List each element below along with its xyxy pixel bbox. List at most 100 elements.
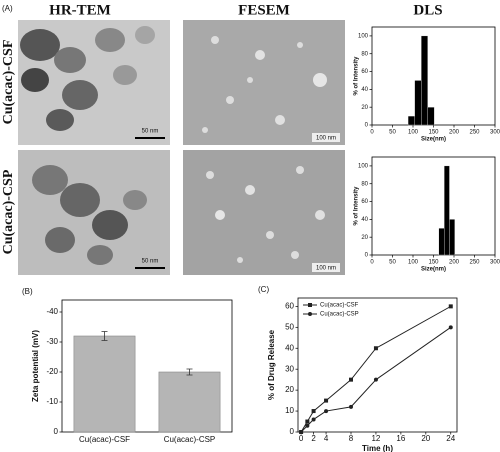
- x-tick-label: Cu(acac)-CSP: [164, 435, 216, 444]
- x-tick-label: 200: [449, 130, 460, 136]
- y-tick-label: 50: [285, 322, 294, 331]
- marker: [299, 430, 304, 434]
- histogram-bar: [444, 165, 450, 256]
- row-label: Cu(acac)-CSF: [1, 40, 16, 125]
- y-axis-label: % of Intensity: [354, 56, 360, 96]
- marker: [349, 377, 353, 382]
- x-tick-label: 100: [408, 130, 419, 136]
- y-tick-label: 100: [358, 163, 369, 169]
- y-tick-label: 20: [285, 385, 294, 394]
- y-tick-label: 10: [285, 406, 294, 415]
- legend-marker: [308, 303, 312, 307]
- x-tick-label: 4: [324, 434, 329, 443]
- marker: [448, 304, 453, 309]
- y-tick-label: 0: [54, 427, 59, 436]
- histogram-bar: [449, 219, 455, 256]
- y-tick-label: 40: [285, 343, 294, 352]
- row-label: Cu(acac)-CSP: [1, 169, 16, 254]
- y-tick-label: 20: [361, 235, 368, 241]
- x-tick-label: 50: [389, 260, 396, 266]
- x-tick-label: 250: [469, 130, 480, 136]
- histogram-bar: [427, 107, 435, 126]
- marker: [311, 409, 316, 414]
- x-axis-label: Size(nm): [421, 137, 446, 143]
- y-tick-label: 80: [361, 51, 368, 57]
- x-tick-label: 0: [370, 260, 374, 266]
- marker: [448, 325, 453, 330]
- scale-bar-label: 100 nm: [316, 266, 336, 272]
- scale-bar-label: 50 nm: [142, 259, 159, 265]
- plot-frame: [297, 297, 458, 433]
- y-axis-label: % of Drug Release: [267, 329, 276, 400]
- x-tick-label: 300: [490, 260, 500, 266]
- marker: [305, 419, 310, 424]
- x-tick-label: 0: [370, 130, 374, 136]
- y-tick-label: -20: [46, 367, 58, 376]
- x-tick-label: 150: [428, 260, 439, 266]
- y-tick-label: 40: [361, 87, 368, 93]
- panel-label: (C): [258, 285, 269, 294]
- bar: [158, 371, 221, 433]
- y-axis-label: % of Intensity: [354, 186, 360, 226]
- plot-frame: [61, 299, 233, 433]
- panel-label: (B): [22, 287, 33, 296]
- column-header: DLS: [413, 2, 442, 18]
- y-tick-label: 20: [361, 105, 368, 111]
- histogram-bar: [407, 115, 415, 126]
- histogram-bar: [421, 35, 428, 126]
- legend-marker: [308, 312, 312, 316]
- marker: [349, 404, 353, 409]
- marker: [324, 398, 329, 403]
- tem-image: [18, 150, 170, 275]
- x-tick-label: 20: [421, 434, 430, 443]
- y-tick-label: -10: [46, 397, 58, 406]
- bar: [73, 335, 136, 433]
- histogram-bar: [414, 80, 422, 126]
- scale-bar-label: 100 nm: [316, 136, 336, 142]
- y-tick-label: -30: [46, 337, 58, 346]
- x-tick-label: 8: [349, 434, 354, 443]
- x-tick-label: 150: [428, 130, 439, 136]
- y-tick-label: 40: [361, 217, 368, 223]
- y-tick-label: 80: [361, 181, 368, 187]
- tem-image: [18, 20, 170, 145]
- y-tick-label: 60: [361, 199, 368, 205]
- marker: [305, 423, 310, 428]
- x-tick-label: 2: [311, 434, 316, 443]
- y-tick-label: 60: [361, 69, 368, 75]
- x-tick-label: 100: [408, 260, 419, 266]
- y-tick-label: 0: [290, 427, 295, 436]
- y-tick-label: 0: [365, 123, 369, 129]
- marker: [324, 409, 329, 414]
- x-tick-label: 50: [389, 130, 396, 136]
- fesem-image: [183, 20, 345, 145]
- y-tick-label: 100: [358, 33, 369, 39]
- x-tick-label: 12: [371, 434, 380, 443]
- x-tick-label: 24: [446, 434, 455, 443]
- histogram-bar: [438, 228, 445, 256]
- x-tick-label: 250: [469, 260, 480, 266]
- fesem-image: [183, 150, 345, 275]
- panel-label: (A): [2, 4, 13, 13]
- marker: [373, 346, 378, 351]
- legend-label: Cu(acac)-CSF: [320, 303, 359, 309]
- error-bar: [186, 368, 193, 376]
- error-bar: [101, 331, 108, 341]
- x-tick-label: 16: [396, 434, 405, 443]
- y-tick-label: -40: [46, 307, 58, 316]
- x-tick-label: 200: [449, 260, 460, 266]
- column-header: FESEM: [238, 2, 290, 18]
- y-tick-label: 30: [285, 364, 294, 373]
- legend-label: Cu(acac)-CSP: [320, 312, 359, 318]
- x-tick-label: 300: [490, 130, 500, 136]
- x-axis-label: Size(nm): [421, 267, 446, 273]
- x-tick-label: Cu(acac)-CSF: [79, 435, 130, 444]
- scale-bar-label: 50 nm: [142, 129, 159, 135]
- column-header: HR-TEM: [49, 2, 111, 18]
- y-tick-label: 60: [285, 301, 294, 310]
- marker: [373, 377, 378, 382]
- y-axis-label: Zeta potential (mV): [31, 330, 40, 402]
- x-tick-label: 0: [299, 434, 304, 443]
